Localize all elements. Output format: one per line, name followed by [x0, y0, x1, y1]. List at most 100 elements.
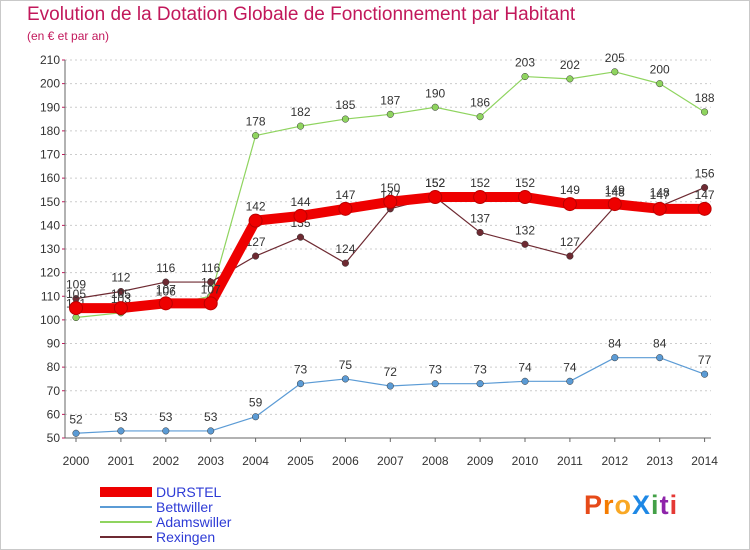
- data-point-durstel: [473, 190, 488, 205]
- data-point-bettwiller: [162, 427, 170, 435]
- data-label-bettwiller: 72: [384, 365, 398, 379]
- data-point-durstel: [293, 208, 308, 223]
- data-point-durstel: [203, 296, 218, 311]
- data-point-bettwiller: [701, 370, 709, 378]
- data-label-adamswiller: 186: [470, 96, 490, 110]
- x-tick-label: 2014: [691, 454, 718, 468]
- legend-item-durstel: DURSTEL: [100, 484, 320, 500]
- data-label-adamswiller: 203: [515, 56, 535, 70]
- legend-item-rexingen: Rexingen: [100, 529, 320, 545]
- data-label-durstel: 147: [335, 188, 355, 202]
- chart-title: Evolution de la Dotation Globale de Fonc…: [27, 4, 576, 25]
- data-point-adamswiller: [701, 108, 709, 116]
- x-tick-label: 2002: [152, 454, 179, 468]
- data-point-durstel: [69, 301, 83, 316]
- data-label-adamswiller: 185: [335, 98, 355, 112]
- logo-letter: i: [651, 490, 660, 520]
- data-label-adamswiller: 190: [425, 86, 445, 100]
- data-label-durstel: 152: [515, 176, 535, 190]
- data-label-adamswiller: 187: [380, 93, 400, 107]
- data-point-rexingen: [476, 228, 484, 237]
- y-tick-label: 70: [47, 384, 61, 398]
- data-label-bettwiller: 73: [429, 363, 443, 377]
- data-label-durstel: 107: [156, 282, 176, 296]
- data-label-durstel: 142: [246, 200, 266, 214]
- data-point-rexingen: [252, 252, 260, 260]
- data-label-bettwiller: 74: [518, 360, 532, 374]
- data-point-rexingen: [207, 278, 215, 286]
- x-tick-label: 2003: [197, 454, 224, 468]
- data-point-adamswiller: [252, 132, 260, 140]
- chart-subtitle: (en € et par an): [27, 29, 110, 43]
- data-point-adamswiller: [341, 115, 349, 123]
- data-point-bettwiller: [296, 380, 305, 388]
- data-point-durstel: [652, 201, 667, 216]
- data-point-bettwiller: [252, 413, 260, 421]
- data-label-durstel: 150: [380, 181, 400, 195]
- x-tick-label: 2011: [557, 454, 583, 468]
- x-tick-label: 2000: [63, 454, 90, 468]
- y-tick-label: 140: [40, 218, 60, 232]
- data-label-bettwiller: 74: [563, 360, 577, 374]
- data-label-durstel: 107: [201, 282, 221, 296]
- y-tick-label: 100: [40, 313, 60, 327]
- data-point-durstel: [248, 213, 263, 228]
- data-point-bettwiller: [386, 382, 394, 390]
- legend-swatch: [100, 487, 152, 497]
- logo-letter: P: [584, 490, 604, 520]
- data-label-bettwiller: 53: [204, 410, 218, 424]
- data-label-adamswiller: 188: [695, 91, 715, 105]
- data-point-bettwiller: [72, 429, 80, 437]
- data-label-durstel: 144: [290, 195, 310, 209]
- logo-letter: o: [614, 490, 633, 520]
- data-point-adamswiller: [656, 80, 664, 88]
- x-tick-label: 2001: [108, 454, 135, 468]
- data-label-rexingen: 156: [695, 167, 715, 181]
- data-point-durstel: [428, 190, 443, 205]
- data-point-adamswiller: [611, 68, 619, 76]
- data-point-durstel: [338, 201, 353, 216]
- data-label-adamswiller: 182: [290, 105, 310, 119]
- data-label-bettwiller: 84: [653, 337, 667, 351]
- data-label-rexingen: 148: [605, 185, 625, 199]
- data-label-rexingen: 148: [650, 185, 670, 199]
- data-point-durstel: [518, 190, 532, 205]
- y-tick-label: 80: [47, 360, 61, 374]
- x-tick-label: 2012: [601, 454, 628, 468]
- data-label-adamswiller: 178: [246, 115, 266, 129]
- data-label-bettwiller: 84: [608, 337, 622, 351]
- data-point-rexingen: [162, 278, 170, 286]
- data-point-durstel: [562, 197, 577, 212]
- legend-label: Adamswiller: [156, 514, 232, 530]
- legend-swatch: [100, 506, 152, 508]
- data-label-durstel: 149: [605, 183, 625, 197]
- data-point-durstel: [383, 194, 398, 209]
- y-tick-label: 110: [41, 289, 60, 303]
- data-point-durstel: [607, 197, 622, 212]
- y-tick-label: 130: [40, 242, 60, 256]
- data-point-bettwiller: [207, 427, 215, 435]
- y-tick-label: 160: [40, 171, 60, 185]
- data-label-bettwiller: 59: [249, 396, 263, 410]
- data-label-adamswiller: 202: [560, 58, 580, 72]
- legend-label: DURSTEL: [156, 484, 222, 500]
- data-label-adamswiller: 106: [156, 285, 176, 299]
- data-label-rexingen: 127: [560, 235, 580, 249]
- data-point-rexingen: [521, 240, 529, 248]
- data-label-adamswiller: 103: [111, 292, 131, 306]
- y-tick-label: 170: [40, 148, 60, 162]
- data-label-bettwiller: 73: [294, 363, 308, 377]
- x-tick-label: 2006: [332, 454, 359, 468]
- logo-letter: t: [659, 490, 670, 520]
- legend-label: Rexingen: [156, 529, 216, 545]
- data-point-bettwiller: [431, 380, 439, 388]
- x-tick-label: 2005: [287, 454, 314, 468]
- data-point-rexingen: [296, 233, 305, 241]
- data-point-durstel: [158, 296, 173, 311]
- data-point-bettwiller: [656, 354, 664, 362]
- x-tick-label: 2008: [422, 454, 449, 468]
- y-tick-label: 90: [47, 337, 61, 351]
- logo-letter: i: [669, 490, 679, 520]
- x-tick-label: 2010: [512, 454, 539, 468]
